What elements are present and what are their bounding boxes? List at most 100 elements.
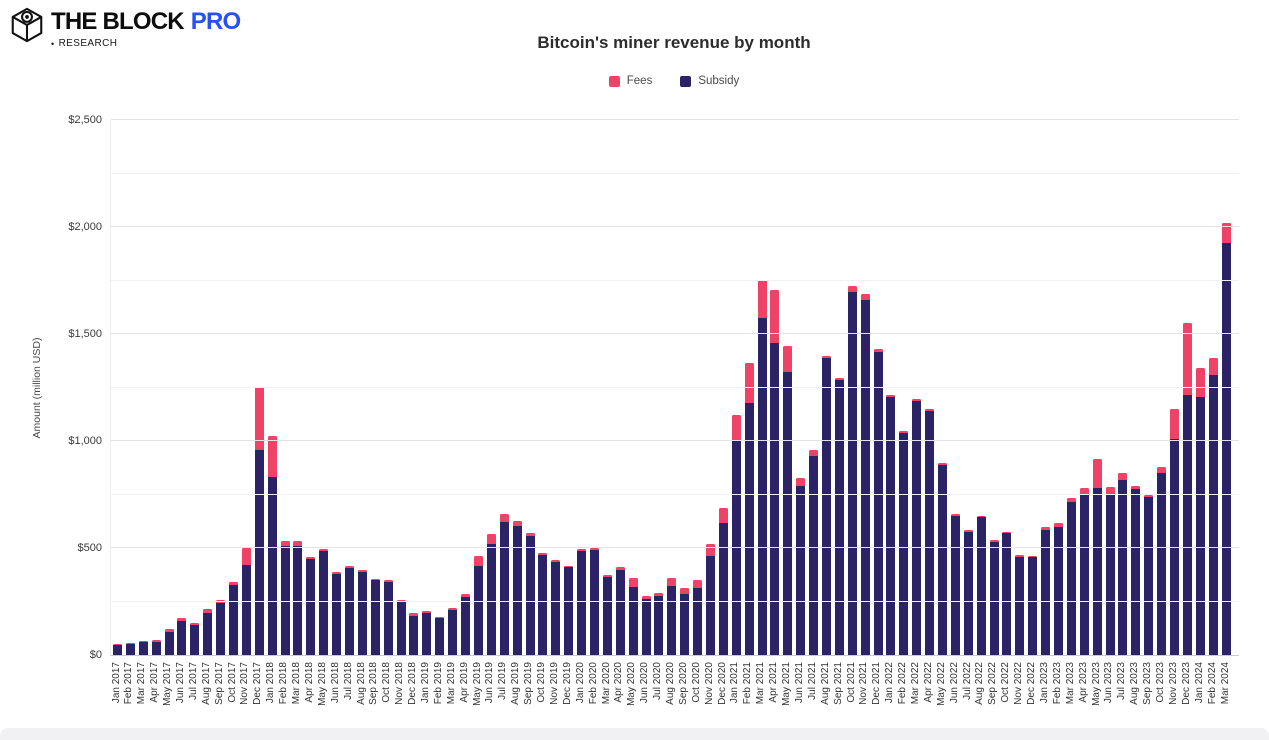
bar[interactable] [461,593,471,655]
bar[interactable] [370,578,380,655]
bar[interactable] [177,617,187,655]
bar[interactable] [306,556,316,655]
bar[interactable] [1208,358,1218,655]
bar[interactable] [886,394,896,655]
bar[interactable] [345,566,355,655]
bar[interactable] [319,548,329,655]
bar[interactable] [938,463,947,655]
bar[interactable] [1028,556,1038,655]
bar[interactable] [113,643,122,655]
bar[interactable] [564,566,574,655]
bar[interactable] [912,398,922,655]
bar[interactable] [796,477,806,655]
bar-segment-fees [551,560,561,562]
bar[interactable] [770,290,780,655]
bar[interactable] [151,640,161,655]
bar[interactable] [241,547,251,655]
bar[interactable] [847,285,857,655]
bar[interactable] [705,543,715,655]
bar[interactable] [190,622,200,655]
bar[interactable] [641,596,651,655]
bar[interactable] [383,580,393,655]
bar[interactable] [409,613,419,655]
bar[interactable] [473,556,483,655]
bar[interactable] [602,575,612,655]
bar[interactable] [989,539,999,655]
bar[interactable] [216,600,226,655]
bar[interactable] [1157,466,1167,655]
bar[interactable] [332,571,342,655]
bar[interactable] [254,387,264,655]
bar[interactable] [138,640,148,655]
bar[interactable] [512,520,522,655]
bar[interactable] [293,541,303,655]
bar[interactable] [589,547,599,655]
bar-segment-fees [1157,466,1167,473]
bar[interactable] [899,430,909,655]
bar[interactable] [1170,408,1180,655]
bar[interactable] [1079,487,1089,655]
bar[interactable] [628,578,638,655]
bar[interactable] [1182,322,1192,655]
bar[interactable] [448,607,458,655]
bar[interactable] [525,532,535,655]
bar[interactable] [499,513,509,655]
bar[interactable] [925,408,935,655]
bar[interactable] [615,567,625,655]
bar[interactable] [1041,527,1051,655]
bar[interactable] [435,616,445,655]
bar-segment-fees [125,643,135,645]
bar[interactable] [280,540,290,655]
bar[interactable] [396,600,406,655]
bar[interactable] [718,508,728,655]
bar-segment-subsidy [1054,526,1064,655]
bar[interactable] [1195,368,1205,655]
bar[interactable] [834,377,844,655]
bar[interactable] [757,280,767,655]
bar[interactable] [744,362,754,655]
bar[interactable] [1066,497,1076,655]
x-tick-label: Jan 2018 [265,662,277,704]
bar[interactable] [357,569,367,655]
the-block-logo[interactable]: THE BLOCK PRO • RESEARCH [8,6,241,49]
bar[interactable] [577,549,587,655]
bar[interactable] [422,611,432,655]
bar[interactable] [538,552,548,655]
bar[interactable] [963,529,973,655]
bar[interactable] [125,643,135,655]
bar[interactable] [203,609,213,655]
bar[interactable] [680,587,690,655]
bar[interactable] [1092,459,1102,655]
bar[interactable] [667,577,677,655]
bar-segment-subsidy [448,610,458,655]
bar[interactable] [1015,555,1025,655]
bar[interactable] [783,345,793,655]
bar[interactable] [1105,486,1115,655]
legend-item-fees[interactable]: Fees [608,75,652,87]
bar[interactable] [873,348,883,655]
legend-item-subsidy[interactable]: Subsidy [680,75,739,87]
bar[interactable] [1144,494,1154,655]
bar-segment-fees [1105,486,1115,495]
bar[interactable] [821,355,831,655]
x-tick-label: Feb 2024 [1206,662,1218,705]
bar[interactable] [809,449,819,655]
bar[interactable] [1131,485,1141,655]
bar[interactable] [267,435,277,655]
bar[interactable] [693,580,703,655]
bar[interactable] [1118,473,1128,655]
bar[interactable] [229,582,239,655]
bar[interactable] [1054,523,1064,655]
bar[interactable] [1221,222,1231,655]
bar[interactable] [164,628,174,655]
bar[interactable] [1002,531,1012,655]
x-tick-label: Jun 2022 [948,662,960,704]
bar[interactable] [976,515,986,655]
bar[interactable] [860,294,870,655]
bar[interactable] [486,534,496,655]
bar[interactable] [950,513,960,655]
logo-research-text: • RESEARCH [51,38,118,49]
bar[interactable] [731,414,741,655]
bar[interactable] [654,593,664,655]
bar[interactable] [551,560,561,655]
